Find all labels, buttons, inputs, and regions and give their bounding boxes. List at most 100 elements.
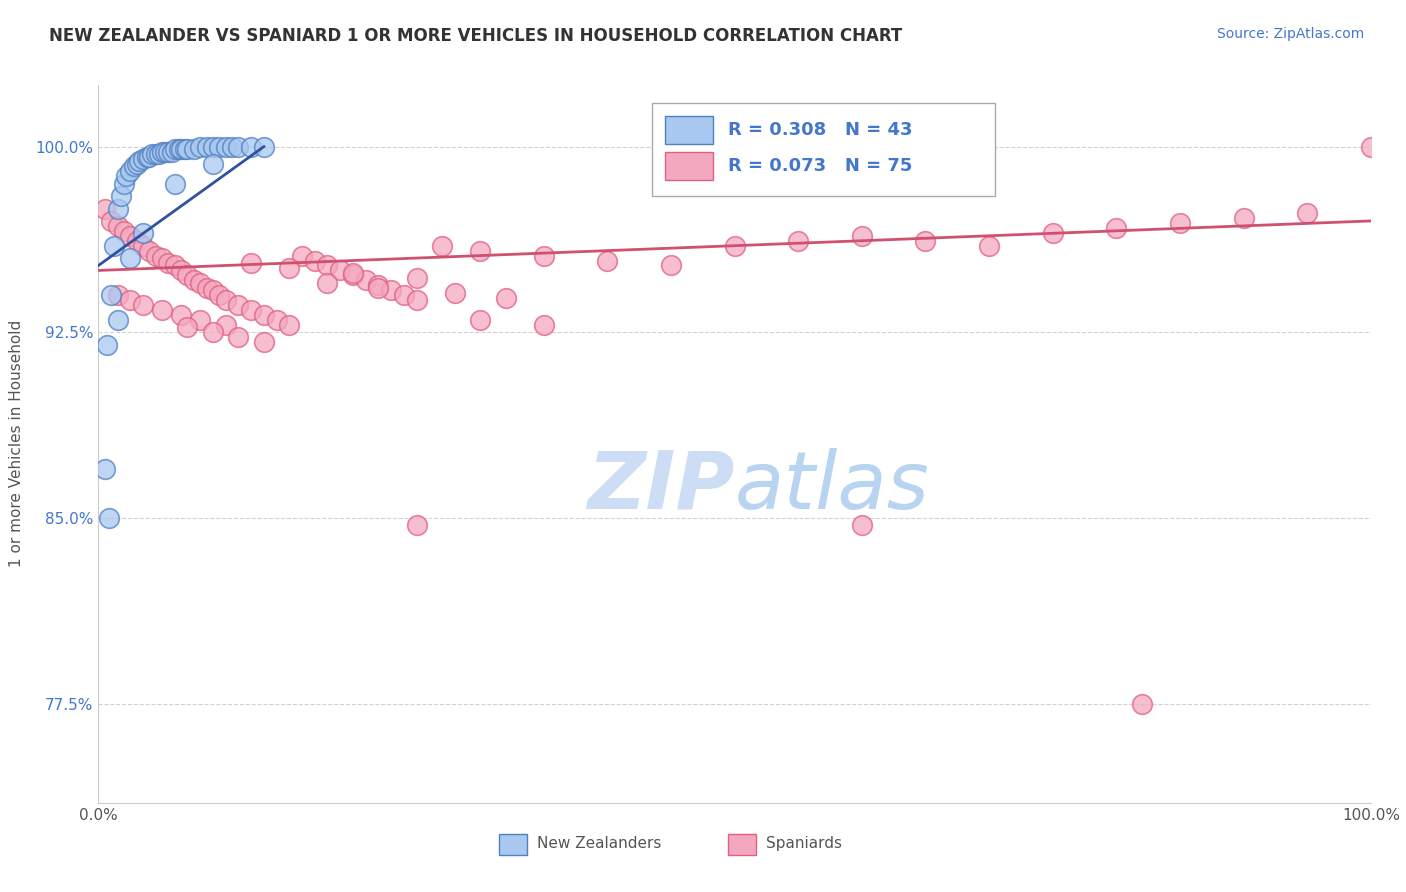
- Point: [1042, 227, 1064, 241]
- Point: [342, 266, 364, 280]
- Point: [100, 214, 122, 228]
- Point: [120, 228, 142, 243]
- Point: [128, 154, 150, 169]
- Point: [107, 288, 129, 302]
- Point: [470, 313, 492, 327]
- Point: [1168, 216, 1191, 230]
- Point: [138, 149, 160, 163]
- Point: [208, 139, 231, 153]
- Point: [1105, 221, 1128, 235]
- Point: [214, 139, 236, 153]
- Point: [96, 337, 118, 351]
- Point: [228, 330, 250, 344]
- Point: [1296, 206, 1319, 220]
- Point: [170, 263, 193, 277]
- Point: [174, 142, 197, 156]
- Text: atlas: atlas: [734, 448, 929, 526]
- Point: [157, 256, 180, 270]
- Point: [132, 298, 155, 312]
- Point: [443, 285, 465, 300]
- Y-axis label: 1 or more Vehicles in Household: 1 or more Vehicles in Household: [10, 320, 24, 567]
- Point: [201, 326, 224, 340]
- Point: [176, 320, 198, 334]
- Point: [163, 142, 186, 156]
- Point: [266, 313, 288, 327]
- Point: [100, 288, 122, 302]
- FancyBboxPatch shape: [665, 153, 713, 179]
- Point: [107, 202, 129, 216]
- Point: [201, 157, 224, 171]
- Point: [120, 293, 142, 307]
- Point: [145, 147, 167, 161]
- Point: [188, 313, 211, 327]
- Point: [1130, 697, 1153, 711]
- Point: [163, 177, 186, 191]
- Point: [94, 461, 117, 475]
- Point: [150, 145, 173, 159]
- Point: [170, 308, 193, 322]
- FancyBboxPatch shape: [665, 116, 713, 144]
- Point: [94, 202, 117, 216]
- FancyBboxPatch shape: [728, 834, 756, 855]
- Point: [107, 219, 129, 233]
- Point: [380, 283, 402, 297]
- Point: [107, 313, 129, 327]
- Point: [97, 511, 120, 525]
- Text: NEW ZEALANDER VS SPANIARD 1 OR MORE VEHICLES IN HOUSEHOLD CORRELATION CHART: NEW ZEALANDER VS SPANIARD 1 OR MORE VEHI…: [49, 27, 903, 45]
- Point: [240, 256, 263, 270]
- Point: [316, 276, 339, 290]
- Text: Source: ZipAtlas.com: Source: ZipAtlas.com: [1216, 27, 1364, 41]
- Point: [430, 238, 453, 252]
- Point: [150, 303, 173, 318]
- Point: [278, 260, 301, 275]
- Point: [405, 518, 427, 533]
- Point: [145, 249, 167, 263]
- Point: [316, 259, 339, 273]
- Point: [208, 288, 231, 302]
- Point: [533, 318, 555, 332]
- Point: [533, 249, 555, 263]
- Point: [163, 259, 186, 273]
- Point: [851, 518, 873, 533]
- Text: ZIP: ZIP: [588, 448, 734, 526]
- Point: [1233, 211, 1256, 226]
- Point: [112, 177, 135, 191]
- Point: [160, 145, 183, 159]
- Point: [367, 281, 389, 295]
- Point: [253, 335, 276, 350]
- Point: [170, 142, 193, 156]
- Point: [157, 145, 180, 159]
- Point: [183, 273, 205, 287]
- Point: [141, 147, 163, 161]
- Text: New Zealanders: New Zealanders: [537, 836, 662, 851]
- Point: [392, 288, 415, 302]
- Point: [291, 249, 314, 263]
- Point: [167, 142, 190, 156]
- FancyBboxPatch shape: [499, 834, 527, 855]
- Point: [851, 228, 873, 243]
- Point: [278, 318, 301, 332]
- Point: [183, 142, 205, 156]
- Point: [122, 160, 145, 174]
- Point: [253, 308, 276, 322]
- Point: [405, 271, 427, 285]
- Point: [195, 281, 218, 295]
- Point: [596, 253, 619, 268]
- Point: [221, 139, 243, 153]
- Point: [125, 234, 148, 248]
- Point: [115, 169, 138, 184]
- Point: [176, 268, 198, 283]
- Point: [914, 234, 936, 248]
- Point: [188, 276, 211, 290]
- Point: [153, 145, 176, 159]
- Point: [367, 278, 389, 293]
- Point: [723, 238, 745, 252]
- Point: [253, 139, 276, 153]
- Point: [342, 268, 364, 283]
- Point: [135, 149, 157, 163]
- Point: [304, 253, 326, 268]
- Point: [132, 238, 155, 252]
- Point: [495, 291, 517, 305]
- Point: [138, 244, 160, 258]
- Point: [1360, 139, 1382, 153]
